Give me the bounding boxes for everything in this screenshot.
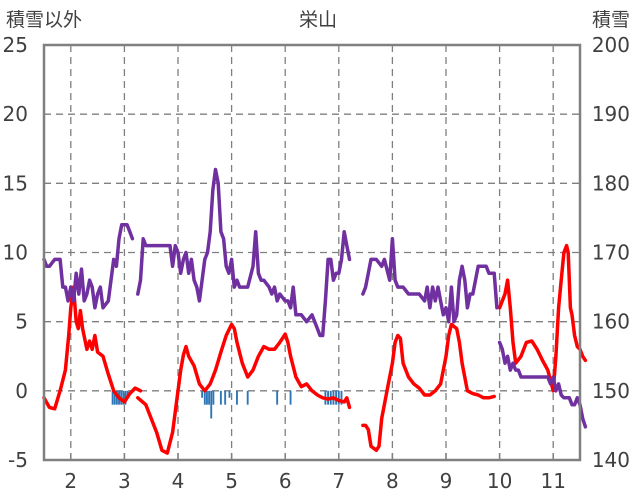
bar — [246, 390, 249, 405]
bar — [219, 390, 222, 405]
y-right-tick-label: 170 — [592, 241, 630, 265]
bar — [340, 390, 343, 405]
left-axis-label: 積雪以外 — [6, 9, 82, 31]
x-tick-label: 11 — [540, 469, 565, 493]
y-right-tick-label: 150 — [592, 379, 630, 403]
y-right-tick-label: 160 — [592, 310, 630, 334]
x-tick-label: 4 — [172, 469, 185, 493]
plot-frame — [42, 43, 582, 462]
x-tick-label: 10 — [487, 469, 512, 493]
bar — [113, 390, 116, 405]
series-line — [42, 223, 135, 310]
y-left-tick-label: 5 — [15, 310, 28, 334]
bar — [203, 390, 206, 405]
y-left-tick-label: 10 — [3, 241, 28, 265]
series-lines — [42, 167, 588, 455]
tick-labels: -5 0 5 10 15 20 25 140 150 160 170 180 190 200 2 3 4 5 6 7 8… — [3, 33, 630, 493]
x-tick-label: 8 — [386, 469, 399, 493]
series-line — [497, 243, 588, 393]
series-line — [136, 167, 352, 338]
y-right-tick-label: 200 — [592, 33, 630, 57]
bar — [276, 390, 279, 405]
bar — [208, 390, 211, 405]
series-line — [361, 322, 496, 453]
bar — [337, 390, 340, 405]
y-right-tick-label: 190 — [592, 102, 630, 126]
x-tick-label: 2 — [64, 469, 77, 493]
bar — [289, 390, 292, 405]
bar — [228, 390, 231, 398]
series-line — [361, 236, 499, 324]
y-left-tick-label: 15 — [3, 171, 28, 195]
y-left-tick-label: 20 — [3, 102, 28, 126]
x-tick-label: 5 — [225, 469, 238, 493]
bar — [236, 390, 238, 405]
bar — [111, 390, 114, 405]
x-tick-label: 7 — [332, 469, 345, 493]
bar — [210, 390, 213, 419]
y-left-tick-label: 25 — [3, 33, 28, 57]
x-tick-label: 6 — [279, 469, 292, 493]
series-line — [136, 322, 352, 455]
bar — [201, 390, 204, 398]
y-right-tick-label: 140 — [592, 448, 630, 472]
series-line — [497, 340, 588, 429]
y-left-tick-label: 0 — [15, 379, 28, 403]
x-tick-label: 9 — [440, 469, 453, 493]
bar — [122, 390, 125, 405]
x-tick-label: 3 — [118, 469, 131, 493]
bar — [212, 390, 215, 405]
gridlines — [44, 45, 580, 460]
right-axis-label: 積雪 — [592, 9, 630, 31]
y-left-tick-label: -5 — [8, 448, 28, 472]
bar — [206, 390, 208, 405]
chart-title: 栄山 — [299, 9, 337, 31]
y-right-tick-label: 180 — [592, 171, 630, 195]
bar — [224, 390, 227, 405]
series-line — [42, 285, 143, 411]
